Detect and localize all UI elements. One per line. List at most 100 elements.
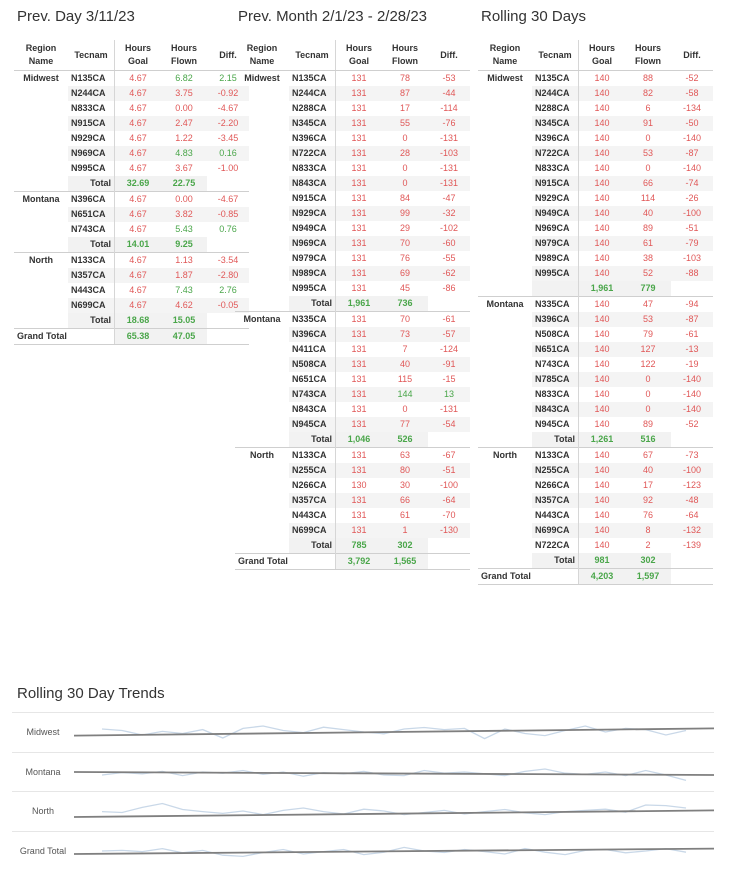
tecnam-cell: N915CA (532, 176, 579, 191)
table-row: N945CA 140 89 -52 (478, 417, 713, 432)
tecnam-cell: N266CA (532, 478, 579, 493)
table-row: North N133CA 131 63 -67 (235, 447, 470, 554)
diff-cell: -100 (671, 206, 713, 221)
hours-goal-cell: 131 (351, 103, 367, 113)
diff-cell: -140 (682, 133, 701, 143)
total-label: Total (532, 553, 579, 569)
hours-flown-cell: 0 (645, 389, 651, 399)
tecnam-cell: N722CA (532, 538, 579, 553)
tecnam-cell: N945CA (532, 417, 579, 432)
tecnam-cell: N915CA (68, 116, 115, 131)
hours-flown-cell: 1.87 (161, 268, 207, 283)
hours-goal-cell: 131 (335, 387, 382, 402)
tecnam-cell: N833CA (68, 101, 115, 116)
table-row: N244CA 140 82 -58 (478, 86, 713, 101)
region-name: North (235, 447, 289, 554)
total-hours-flown: 526 (382, 432, 428, 448)
table-row: N651CA 4.67 3.82 -0.85 (14, 207, 249, 222)
hours-flown-cell: 114 (640, 193, 656, 203)
hours-flown-cell: 127 (625, 342, 671, 357)
table-row: N443CA 131 61 -70 (235, 508, 470, 523)
diff-cell: -64 (685, 510, 699, 520)
hours-flown-cell: 0 (402, 133, 408, 143)
hours-flown-cell: 79 (642, 329, 653, 339)
column-header: Tecnam (532, 40, 579, 71)
tecnam-cell: N335CA (532, 296, 579, 312)
table-row: N785CA 140 0 -140 (478, 372, 713, 387)
tecnam-cell: N357CA (289, 493, 336, 508)
hours-goal-cell: 4.67 (114, 252, 161, 268)
prev-day-title: Prev. Day 3/11/23 (17, 8, 135, 25)
grand-total-hours-goal: 4,203 (578, 568, 625, 585)
tecnam-cell: N995CA (532, 266, 579, 281)
table-row: N288CA 140 6 -134 (478, 101, 713, 116)
diff-cell: -94 (671, 296, 713, 312)
hours-flown-cell: 28 (382, 146, 428, 161)
total-hours-flown: 779 (625, 281, 671, 297)
hours-goal-cell: 131 (351, 344, 367, 354)
grand-total-row: Grand Total 65.38 47.05 (14, 328, 249, 345)
table-row: N651CA 131 115 -15 (235, 372, 470, 387)
hours-goal-cell: 4.67 (129, 103, 147, 113)
table-row: N244CA 4.67 3.75 -0.92 (14, 86, 249, 101)
table-row: Midwest N135CA 140 88 -52 (478, 70, 713, 297)
diff-cell: -140 (671, 372, 713, 387)
tecnam-cell: N133CA (289, 447, 336, 463)
table-row: N508CA 140 79 -61 (478, 327, 713, 342)
trend-sparkline (73, 725, 714, 740)
tecnam-cell: N949CA (532, 206, 579, 221)
hours-goal-cell: 4.67 (129, 224, 147, 234)
diff-cell: -26 (685, 193, 699, 203)
hours-flown-cell: 40 (382, 357, 428, 372)
diff-cell: -64 (428, 493, 470, 508)
diff-cell: 0.76 (219, 224, 237, 234)
hours-goal-cell: 4.67 (114, 191, 161, 207)
total-hours-flown: 15.05 (161, 313, 207, 329)
hours-flown-cell: 84 (399, 193, 410, 203)
hours-goal-cell: 131 (351, 404, 367, 414)
table-row: N969CA 131 70 -60 (235, 236, 470, 251)
diff-cell: -123 (682, 480, 701, 490)
region-name: North (478, 447, 532, 569)
hours-goal-cell: 131 (351, 510, 367, 520)
diff-cell: -131 (439, 163, 458, 173)
table-row: Midwest N135CA 4.67 6.82 2.15 (14, 70, 249, 192)
rolling-30-days-title: Rolling 30 Days (481, 8, 587, 25)
diff-cell: -87 (671, 312, 713, 327)
tecnam-cell: N915CA (289, 191, 336, 206)
hours-flown-cell: 89 (642, 223, 653, 233)
hours-flown-cell: 0 (402, 163, 408, 173)
table-row: N833CA 4.67 0.00 -4.67 (14, 101, 249, 116)
total-label: Total (68, 313, 115, 329)
hours-flown-cell: 3.82 (161, 207, 207, 222)
total-diff (428, 296, 470, 312)
tecnam-cell: N135CA (68, 70, 115, 86)
diff-cell: -52 (685, 419, 699, 429)
table-row: N743CA 140 122 -19 (478, 357, 713, 372)
hours-goal-cell: 131 (351, 374, 367, 384)
diff-cell: -44 (428, 86, 470, 101)
tecnam-cell: N396CA (289, 327, 336, 342)
hours-flown-cell: 4.62 (161, 298, 207, 313)
hours-flown-cell: 0 (382, 176, 428, 191)
hours-flown-cell: 115 (397, 374, 413, 384)
hours-flown-cell: 0 (625, 402, 671, 417)
hours-flown-cell: 29 (399, 223, 410, 233)
diff-cell: -100 (671, 463, 713, 478)
tecnam-cell: N255CA (289, 463, 336, 478)
diff-cell: -32 (428, 206, 470, 221)
hours-flown-cell: 122 (640, 359, 656, 369)
hours-goal-cell: 140 (594, 329, 610, 339)
column-header: Hours Flown (625, 40, 671, 71)
hours-goal-cell: 131 (335, 176, 382, 191)
hours-goal-cell: 4.67 (114, 268, 161, 283)
diff-cell: -3.45 (217, 133, 239, 143)
trends-title: Rolling 30 Day Trends (17, 685, 165, 702)
table-row: N266CA 130 30 -100 (235, 478, 470, 493)
hours-goal-cell: 131 (335, 493, 382, 508)
grand-total-label: Grand Total (14, 328, 115, 345)
trend-label: Grand Total (19, 845, 67, 856)
table-row: N979CA 140 61 -79 (478, 236, 713, 251)
total-hours-goal: 1,261 (578, 432, 625, 448)
tecnam-cell: N357CA (532, 493, 579, 508)
